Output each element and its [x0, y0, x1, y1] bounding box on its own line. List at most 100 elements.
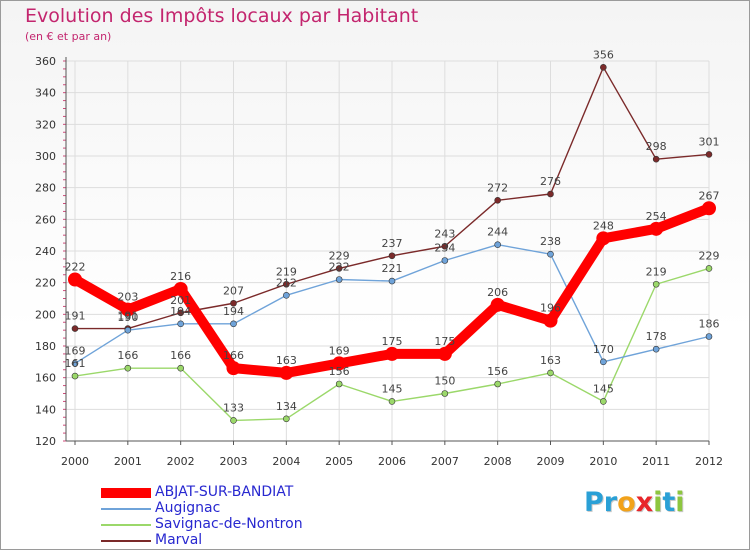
- data-point: [702, 201, 716, 216]
- data-point: [230, 417, 237, 424]
- data-point: [71, 372, 79, 380]
- data-label: 169: [329, 344, 350, 357]
- data-label: 219: [646, 265, 667, 278]
- data-label: 219: [276, 265, 297, 278]
- data-label: 196: [540, 302, 561, 315]
- data-label: 178: [646, 330, 667, 343]
- legend-label: Savignac-de-Nontron: [155, 516, 303, 532]
- y-tick-label: 300: [35, 150, 56, 163]
- data-label: 222: [329, 261, 350, 274]
- data-point: [494, 241, 501, 248]
- data-point: [177, 364, 184, 372]
- data-point: [173, 282, 188, 296]
- y-tick-label: 180: [35, 340, 56, 353]
- x-tick-label: 2003: [220, 455, 248, 468]
- data-label: 244: [487, 226, 508, 239]
- x-tick-label: 2008: [484, 455, 512, 468]
- data-label: 201: [170, 294, 191, 307]
- data-label: 190: [117, 311, 138, 324]
- data-point: [441, 257, 449, 264]
- data-point: [388, 252, 396, 260]
- data-point: [705, 265, 713, 272]
- data-label: 145: [382, 382, 403, 395]
- data-label: 216: [170, 270, 191, 283]
- data-label: 272: [487, 181, 508, 194]
- proxiti-logo: Proxiti: [584, 487, 685, 518]
- data-label: 267: [699, 189, 720, 202]
- logo-letter: t: [662, 487, 676, 518]
- data-label: 234: [434, 242, 455, 255]
- data-point: [547, 369, 554, 377]
- data-point: [230, 320, 237, 328]
- data-label: 166: [223, 349, 244, 362]
- x-tick-label: 2000: [61, 455, 89, 468]
- data-point: [547, 190, 554, 198]
- data-point: [547, 250, 554, 258]
- data-point: [652, 155, 660, 163]
- data-label: 156: [329, 365, 350, 378]
- data-label: 237: [382, 237, 403, 250]
- x-tick-label: 2012: [695, 455, 723, 468]
- y-tick-label: 260: [35, 213, 56, 226]
- x-tick-label: 2009: [537, 455, 565, 468]
- data-label: 166: [117, 349, 138, 362]
- data-point: [120, 302, 135, 317]
- data-label: 191: [117, 310, 138, 323]
- data-point: [71, 360, 79, 367]
- data-label: 161: [65, 357, 86, 370]
- y-tick-label: 220: [35, 277, 56, 290]
- data-label: 301: [699, 135, 720, 148]
- data-label: 194: [223, 305, 244, 318]
- data-label: 175: [382, 335, 403, 348]
- data-label: 221: [382, 262, 403, 275]
- data-point: [388, 398, 396, 405]
- y-tick-label: 120: [35, 435, 56, 448]
- data-label: 298: [646, 140, 667, 153]
- x-tick-label: 2007: [431, 455, 459, 468]
- data-label: 163: [540, 354, 561, 367]
- legend-label: ABJAT-SUR-BANDIAT: [155, 484, 294, 500]
- data-point: [600, 398, 607, 405]
- y-tick-label: 340: [35, 87, 56, 100]
- y-tick-label: 140: [35, 403, 56, 416]
- data-label: 194: [170, 305, 191, 318]
- legend-swatch: [101, 540, 151, 542]
- data-point: [494, 380, 501, 388]
- data-label: 243: [434, 227, 455, 240]
- logo-letter: P: [584, 487, 604, 518]
- y-tick-label: 160: [35, 372, 56, 385]
- x-tick-label: 2004: [272, 455, 300, 468]
- data-point: [335, 276, 343, 283]
- y-tick-label: 320: [35, 118, 56, 131]
- data-point: [177, 320, 184, 328]
- x-tick-label: 2002: [167, 455, 195, 468]
- legend-swatch: [101, 524, 151, 526]
- y-tick-label: 360: [35, 55, 56, 68]
- data-label: 238: [540, 235, 561, 248]
- legend-label: Marval: [155, 532, 203, 548]
- chart-subtitle: (en € et par an): [25, 30, 112, 43]
- data-point: [490, 297, 505, 312]
- data-point: [177, 309, 184, 317]
- x-tick-label: 2005: [325, 455, 353, 468]
- data-label: 254: [646, 210, 667, 223]
- data-point: [68, 272, 82, 287]
- data-point: [652, 280, 660, 288]
- data-label: 170: [593, 343, 614, 356]
- data-point: [705, 333, 713, 340]
- data-label: 134: [276, 400, 297, 413]
- data-label: 156: [487, 365, 508, 378]
- legend-label: Augignac: [155, 500, 221, 516]
- data-label: 203: [117, 291, 138, 304]
- data-point: [230, 299, 237, 307]
- data-point: [279, 365, 294, 380]
- data-point: [388, 277, 396, 285]
- data-label: 186: [699, 318, 720, 331]
- data-label: 133: [223, 401, 244, 414]
- y-tick-label: 280: [35, 182, 56, 195]
- data-point: [600, 358, 607, 366]
- x-tick-label: 2006: [378, 455, 406, 468]
- data-point: [494, 197, 501, 204]
- data-point: [705, 151, 713, 158]
